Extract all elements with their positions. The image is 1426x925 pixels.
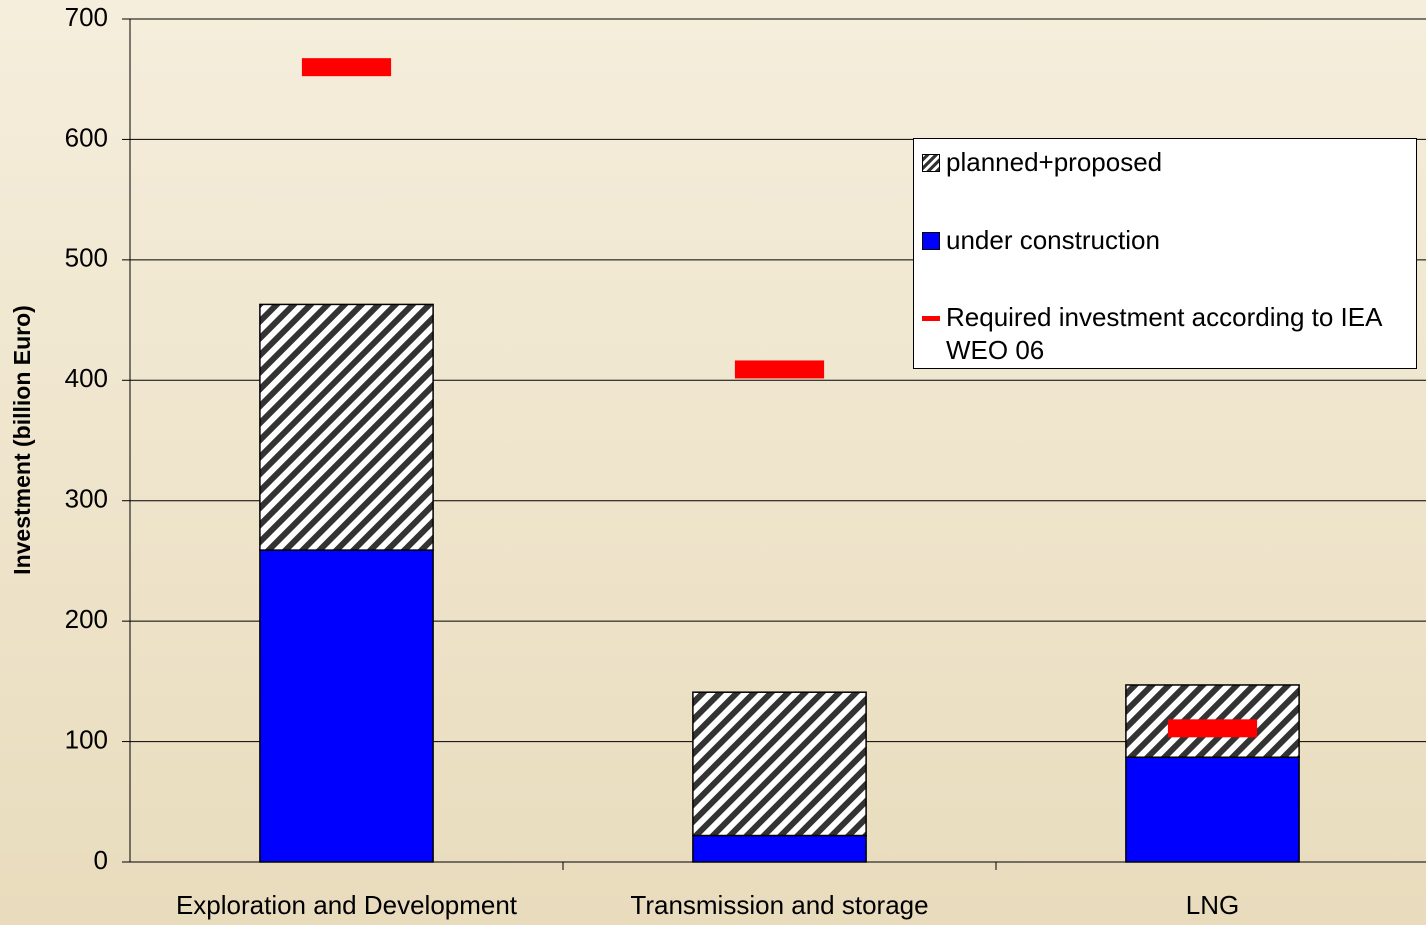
y-tick-label: 500 [65,243,108,273]
legend-entry: Required investment according to IEA WEO… [922,301,1416,367]
bar-segment [692,834,867,863]
y-axis-label: Investment (billion Euro) [9,305,35,575]
y-tick-label: 0 [94,845,108,875]
y-tick-label: 700 [65,2,108,32]
legend-label: Required investment according to IEA WEO… [946,302,1382,365]
legend: planned+proposed under construction Requir… [913,138,1417,369]
y-tick-label: 600 [65,122,108,152]
x-tick-label: LNG [1186,890,1239,920]
legend-swatch [922,232,940,250]
bar-segment [259,549,434,863]
legend-entry: planned+proposed [922,146,1162,179]
required-marker [301,58,392,77]
x-tick-label: Exploration and Development [176,890,518,920]
required-marker [1167,719,1258,738]
required-marker [734,360,825,379]
y-tick-label: 400 [65,363,108,393]
legend-swatch [922,316,940,321]
legend-swatch [922,154,940,172]
legend-label: planned+proposed [946,147,1163,177]
bar-segment [259,303,434,551]
legend-label: under construction [946,225,1160,255]
y-tick-label: 300 [65,484,108,514]
x-tick-label: Transmission and storage [630,890,928,920]
legend-entry: under construction [922,224,1160,257]
bar-segment [1125,756,1300,863]
y-tick-label: 100 [65,724,108,754]
bar-segment [692,691,867,837]
y-tick-label: 200 [65,604,108,634]
